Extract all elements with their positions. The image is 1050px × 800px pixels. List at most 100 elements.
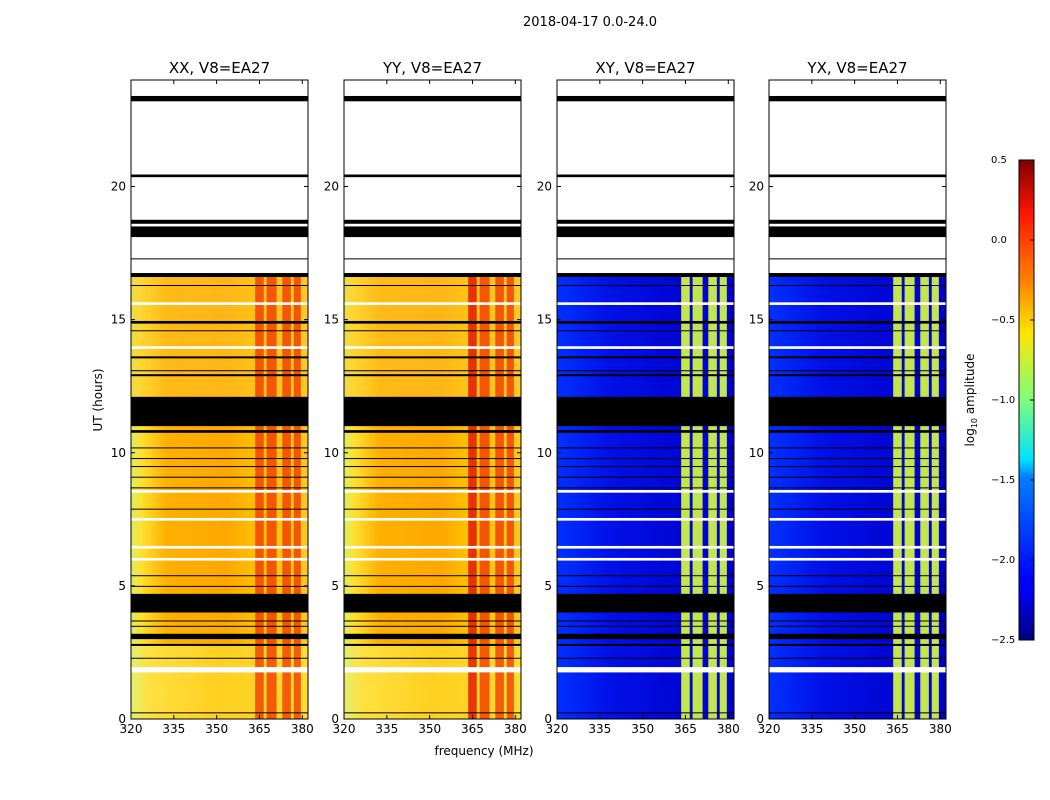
flagged-band [557,95,734,102]
flagged-band [769,593,946,613]
x-tick-label: 380 [291,722,314,736]
y-tick-label: 20 [537,180,552,194]
scan-line [344,657,521,659]
scan-line [131,447,308,449]
colorbar-tick-label: −2.0 [991,555,1015,566]
colorbar-label-rest: amplitude [963,354,977,418]
scan-line [769,466,946,468]
gap-band [131,177,308,220]
flagged-band [557,374,734,377]
flagged-band [769,356,946,359]
scan-line [344,575,521,577]
scan-line [557,620,734,622]
rfi-band [719,277,727,719]
scan-line [769,370,946,372]
scan-line [557,712,734,714]
rfi-band [920,277,929,719]
scan-line [769,476,946,478]
gap-band [769,667,946,673]
scan-line [131,476,308,478]
scan-line [131,620,308,622]
flagged-band [557,226,734,238]
x-tick-label: 350 [418,722,441,736]
flagged-band [769,174,946,178]
scan-line [557,458,734,460]
rfi-band [468,277,477,719]
scan-line [557,487,734,489]
panel-frame [343,79,522,720]
panel-1-plot-area [131,80,308,719]
scan-line [344,458,521,460]
y-tick-label: 5 [118,579,126,593]
scan-line [344,285,521,287]
rfi-band [506,277,514,719]
flagged-band [557,356,734,359]
gap-band [131,667,308,673]
colorbar-label-main: log [963,428,977,446]
gap-band [557,237,734,274]
scan-line [557,285,734,287]
low-hour-region [344,644,521,719]
flagged-band [131,219,308,224]
flagged-band [131,396,308,427]
gap-band [131,545,308,549]
flagged-band [557,273,734,278]
scan-line [344,625,521,627]
y-axis-label: UT (hours) [91,368,105,431]
figure-title: 2018-04-17 0.0-24.0 [523,15,657,30]
flagged-band [344,430,521,433]
scan-line [344,466,521,468]
flagged-band [344,356,521,359]
y-tick-label: 5 [756,579,764,593]
flagged-band [131,593,308,613]
panel-title: XX, V8=EA27 [169,59,270,77]
gap-band [131,557,308,561]
scan-line [769,657,946,659]
x-tick-label: 380 [717,722,740,736]
scan-line [769,285,946,287]
gap-band [557,545,734,549]
rfi-band [255,277,264,719]
y-tick-label: 10 [537,446,552,460]
scan-line [557,508,734,510]
scan-line [557,585,734,587]
y-tick-label: 15 [324,313,339,327]
flagged-band [131,643,308,646]
scan-line [131,508,308,510]
scan-line [131,585,308,587]
scan-line [131,575,308,577]
flagged-band [557,174,734,178]
flagged-band [131,430,308,433]
panel-frame [130,79,309,720]
flagged-band [557,219,734,224]
flagged-band [769,95,946,102]
y-tick-label: 20 [749,180,764,194]
flagged-band [344,95,521,102]
flagged-band [131,273,308,278]
y-tick-label: 5 [331,579,339,593]
flagged-band [131,633,308,640]
scan-line [557,258,734,260]
flagged-band [344,219,521,224]
gap-band [344,490,521,493]
gap-band [557,101,734,175]
scan-line [769,625,946,627]
colorbar: 0.5 0.0 −0.5 −1.0 −1.5 −2.0 −2.5 log10 amplitu… [963,155,1035,646]
gap-band [769,545,946,549]
flagged-band [131,226,308,238]
colorbar-tick-label: 0.0 [991,235,1007,246]
scan-line [344,712,521,714]
colorbar-tick-label: −2.5 [991,635,1015,646]
gap-band [769,517,946,521]
gap-band [344,177,521,220]
scan-line [557,657,734,659]
x-tick-label: 335 [588,722,611,736]
gap-band [769,346,946,349]
panel-2: YY, V8=EA27 320 335 350 365 380 0 5 10 15 20 [324,59,527,736]
flagged-band [344,643,521,646]
colorbar-tick-label: −1.5 [991,475,1015,486]
gap-band [769,490,946,493]
scan-line [131,625,308,627]
